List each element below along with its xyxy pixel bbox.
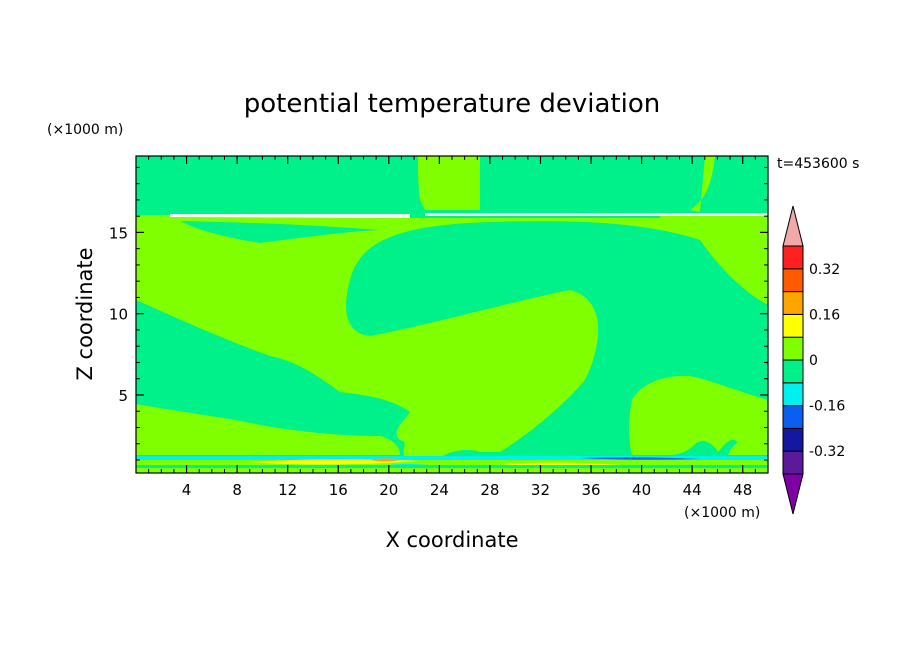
colorbar-box	[782, 268, 804, 293]
surface-streak-negative-2	[136, 465, 768, 468]
colorbar-max-triangle	[782, 205, 804, 247]
x-tick-label: 4	[182, 481, 192, 499]
colorbar-box	[782, 313, 804, 338]
surface-streak-blue	[580, 457, 700, 460]
chart-title: potential temperature deviation	[244, 89, 660, 119]
y-tick-label: 15	[109, 224, 128, 242]
x-axis-label: X coordinate	[385, 528, 518, 552]
x-unit-label: (×1000 m)	[684, 505, 760, 521]
y-axis-label: Z coordinate	[73, 247, 97, 380]
colorbar-label: -0.32	[809, 444, 845, 460]
x-tick-label: 24	[430, 481, 449, 499]
y-unit-label: (×1000 m)	[47, 122, 123, 138]
x-tick-label: 12	[278, 481, 297, 499]
x-tick-label: 44	[683, 481, 702, 499]
colorbar-box	[782, 336, 804, 361]
x-tick-label: 40	[632, 481, 651, 499]
x-tick-label: 48	[733, 481, 752, 499]
x-tick-label: 20	[379, 481, 398, 499]
x-tick-label: 16	[329, 481, 348, 499]
region-positive-top-right	[690, 156, 715, 212]
colorbar-box	[782, 405, 804, 429]
colorbar-box	[782, 359, 804, 384]
region-positive-main	[136, 215, 768, 458]
colorbar-label: 0	[809, 353, 818, 369]
colorbar-label: 0.32	[809, 262, 840, 278]
y-tick-label: 5	[118, 387, 128, 405]
colorbar-label: 0.16	[809, 307, 840, 323]
time-label: t=453600 s	[777, 156, 859, 172]
colorbar-box	[782, 245, 804, 270]
region-positive-right-blob	[629, 375, 768, 455]
x-tick-label: 32	[531, 481, 550, 499]
region-positive-lower	[136, 404, 400, 455]
colorbar-label: -0.16	[809, 399, 845, 415]
region-positive-top	[418, 156, 480, 210]
x-ticks: 4 8 12 16 20 24 28 32 36 40 44 48	[148, 156, 756, 499]
colorbar-box	[782, 450, 804, 475]
x-tick-label: 8	[232, 481, 242, 499]
colorbar-min-triangle	[782, 473, 804, 515]
surface-streak-negative-1	[136, 456, 768, 460]
colorbar-box	[782, 291, 804, 315]
surface-streak-orange	[370, 458, 400, 462]
x-tick-label: 28	[480, 481, 499, 499]
surface-streak-positive-1	[136, 460, 768, 465]
y-ticks: 5 10 15	[109, 166, 768, 461]
white-strip-2	[425, 213, 768, 216]
x-tick-label: 36	[581, 481, 600, 499]
colorbar-box	[782, 382, 804, 407]
region-negative-upper	[180, 221, 380, 243]
white-strip	[170, 214, 410, 218]
colorbar: 0.32 0.16 0 -0.16 -0.32	[782, 205, 845, 515]
y-tick-label: 10	[109, 306, 128, 324]
contour-field	[136, 156, 768, 473]
colorbar-box	[782, 427, 804, 452]
